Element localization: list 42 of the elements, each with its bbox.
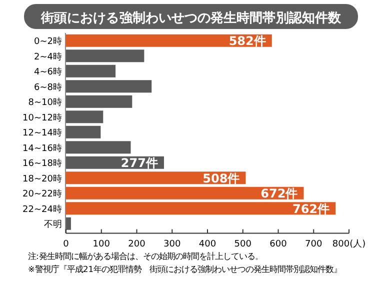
y-tick-label: 10~12時: [22, 112, 62, 124]
bar: [66, 186, 304, 200]
y-tick-label: 8~10時: [28, 97, 62, 108]
y-tick-label: 16~18時: [22, 158, 62, 170]
y-tick-label: 14~16時: [22, 142, 62, 154]
x-tick-label: 300: [164, 239, 181, 250]
bar: [66, 50, 144, 62]
x-tick-label: 100: [92, 239, 110, 250]
y-tick-label: 22~24時: [22, 204, 62, 215]
bar: [66, 64, 116, 78]
x-tick-label: 700: [305, 239, 322, 250]
x-tick-label: 0: [63, 239, 70, 250]
y-tick-label: 4~6時: [34, 66, 62, 78]
bar: [66, 80, 152, 93]
data-label: 508件: [202, 171, 240, 186]
x-tick-label: 400: [198, 239, 216, 250]
data-label: 762件: [292, 202, 330, 216]
bar: [66, 141, 131, 154]
y-tick-label: 2~4時: [34, 51, 62, 62]
y-tick-label: 18~20時: [22, 173, 62, 184]
bar: [66, 202, 336, 215]
bar: [66, 217, 71, 230]
bar: [66, 34, 272, 47]
y-tick-label: 0~2時: [34, 36, 62, 48]
x-tick-label: 200: [128, 239, 146, 250]
bar: [66, 110, 104, 124]
x-tick-label: 600: [270, 239, 288, 250]
chart-title: 街頭における強制わいせつの発生時間帯別認知件数: [40, 10, 342, 26]
y-tick-label: 20~22時: [22, 188, 62, 200]
x-tick-label: 500: [234, 239, 252, 250]
bar: [66, 95, 132, 108]
y-tick-label: 6~8時: [34, 82, 62, 93]
y-tick-label: 12~14時: [22, 128, 62, 139]
x-tick-label: 800(人): [332, 238, 366, 250]
bar: [66, 126, 101, 138]
data-label: 582件: [228, 34, 266, 48]
data-label: 672件: [260, 186, 298, 201]
text: 注:発生時間に幅がある場合は、その始期の時間を計上している。: [28, 251, 263, 261]
data-label: 277件: [120, 156, 158, 170]
bar: [66, 172, 246, 184]
y-tick-label: 不明: [44, 219, 62, 230]
text: ※警視庁『平成21年の犯罪情勢 街頭における強制わいせつの発生時間帯別認知件数』: [28, 264, 342, 274]
